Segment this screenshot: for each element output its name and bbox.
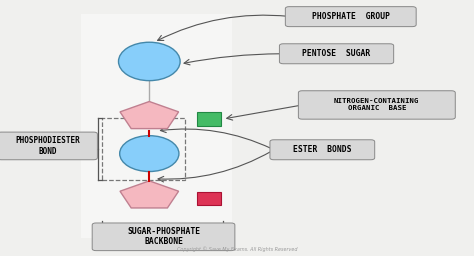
FancyBboxPatch shape	[299, 91, 455, 119]
Text: PHOSPHATE  GROUP: PHOSPHATE GROUP	[312, 12, 390, 21]
FancyBboxPatch shape	[81, 14, 232, 238]
FancyBboxPatch shape	[279, 44, 393, 64]
Text: SUGAR-PHOSPHATE
BACKBONE: SUGAR-PHOSPHATE BACKBONE	[127, 227, 200, 247]
Text: NITROGEN-CONTAINING
ORGANIC  BASE: NITROGEN-CONTAINING ORGANIC BASE	[334, 99, 419, 111]
Text: PENTOSE  SUGAR: PENTOSE SUGAR	[302, 49, 371, 58]
Polygon shape	[120, 181, 179, 208]
Ellipse shape	[118, 42, 180, 81]
FancyBboxPatch shape	[92, 223, 235, 251]
Text: Copyright © Save My Exams. All Rights Reserved: Copyright © Save My Exams. All Rights Re…	[177, 247, 297, 252]
FancyBboxPatch shape	[197, 192, 221, 205]
Text: ESTER  BONDS: ESTER BONDS	[293, 145, 352, 154]
Ellipse shape	[119, 136, 179, 172]
Text: PHOSPHODIESTER
BOND: PHOSPHODIESTER BOND	[15, 136, 80, 156]
Polygon shape	[120, 101, 179, 129]
FancyBboxPatch shape	[197, 112, 221, 126]
FancyBboxPatch shape	[285, 7, 416, 27]
FancyBboxPatch shape	[270, 140, 374, 160]
FancyBboxPatch shape	[0, 132, 98, 160]
